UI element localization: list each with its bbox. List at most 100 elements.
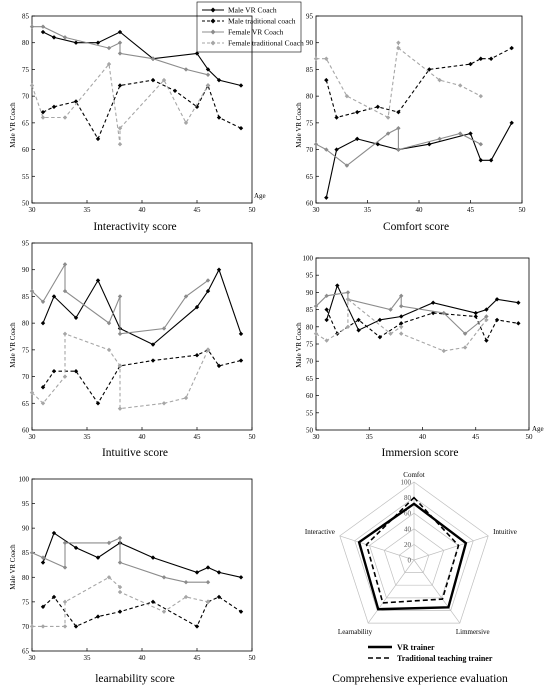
radar-spoke — [413, 559, 461, 624]
series-point — [430, 300, 436, 305]
x-tick-label: 40 — [139, 206, 147, 214]
series-point — [396, 126, 401, 131]
series-point — [238, 126, 244, 131]
series-point — [117, 584, 123, 590]
radar-axis-label: Limmersive — [456, 628, 490, 636]
y-tick-label: 85 — [22, 293, 30, 301]
series-point — [150, 599, 156, 605]
series-line — [42, 31, 242, 87]
series-point — [399, 324, 404, 329]
series-point — [516, 300, 521, 305]
plot-intuitive: 60 65 70 75 80 85 90 95 30 35 40 45 50 — [22, 240, 256, 442]
series-line — [315, 291, 487, 335]
series-point — [117, 406, 123, 411]
chart-learnability: learnability score Male VR Coach — [9, 544, 175, 685]
series-point — [95, 401, 101, 406]
series-line — [42, 79, 242, 141]
series-point — [183, 67, 189, 72]
plot-frame — [315, 15, 523, 204]
y-tick-label: 90 — [22, 525, 30, 533]
y-tick-label: 60 — [306, 392, 314, 400]
series-point — [161, 575, 167, 580]
series-point — [183, 395, 189, 401]
series-point — [399, 314, 404, 319]
series-point — [216, 570, 222, 575]
series-point — [106, 45, 112, 51]
series-point — [40, 604, 46, 609]
series-point — [161, 326, 167, 331]
series-point — [205, 83, 211, 88]
y-tick-label: 75 — [22, 66, 30, 74]
series-point — [40, 320, 46, 326]
x-tick-label: 35 — [84, 206, 92, 214]
series-point — [473, 314, 478, 319]
y-tick-label: 55 — [22, 173, 30, 181]
series-point — [478, 93, 483, 99]
series-point — [238, 358, 244, 363]
y-tick-label: 80 — [306, 93, 314, 101]
series-point — [388, 331, 393, 336]
series-point — [375, 104, 380, 110]
y-tick-label: 65 — [22, 400, 30, 408]
series-point — [334, 115, 339, 120]
series-line — [31, 333, 209, 410]
series-line — [42, 532, 242, 578]
radar-legend-label: VR trainer — [397, 643, 435, 652]
series-point — [399, 321, 404, 326]
radar-grid-ring — [398, 543, 430, 573]
x-tick-label: 45 — [467, 206, 475, 214]
x-tick-label: 30 — [29, 206, 37, 214]
series-point — [516, 321, 521, 326]
chart-title: Intuitive score — [102, 447, 168, 459]
radar-spoke — [367, 559, 415, 624]
series-point — [324, 195, 329, 200]
legend-marker-female-vr — [210, 29, 216, 35]
series-point — [172, 88, 178, 93]
series-point — [377, 317, 383, 323]
series-point — [194, 624, 200, 629]
plot-comfort: 60 65 70 75 80 85 90 95 30 35 40 45 50 — [306, 13, 526, 215]
series-point — [478, 158, 483, 163]
series-point — [356, 317, 361, 323]
series-point — [40, 385, 46, 390]
series-point — [117, 29, 123, 35]
legend-label-female-vr: Female VR Coach — [228, 28, 284, 37]
y-tick-label: 55 — [306, 409, 314, 417]
y-tick-label: 80 — [22, 320, 30, 328]
series-point — [194, 570, 200, 575]
series-point — [437, 77, 442, 83]
series-point — [238, 331, 244, 337]
x-axis-label: Age — [254, 192, 266, 200]
series-point — [29, 288, 35, 294]
series-point — [216, 363, 222, 369]
x-tick-label: 35 — [366, 433, 374, 441]
legend-label-male-traditional: Male traditional coach — [228, 17, 296, 26]
series-point — [106, 347, 112, 353]
radar-series — [357, 502, 468, 611]
series-point — [324, 317, 329, 323]
legend-marker-male-traditional — [210, 18, 216, 24]
series-point — [194, 104, 200, 110]
series-point — [484, 338, 489, 343]
y-tick-label: 95 — [306, 272, 314, 280]
series-point — [488, 56, 494, 61]
radar-axis-label: Interactive — [305, 528, 335, 536]
series-point — [324, 307, 329, 312]
chart-title: Interactivity score — [93, 221, 176, 233]
series-point — [117, 142, 123, 147]
series-point — [51, 294, 57, 299]
series-point — [117, 609, 123, 614]
series-point — [73, 624, 79, 629]
series-point — [194, 304, 200, 310]
plot-learnability: 65 70 75 80 85 90 95 100 30 35 40 45 50 — [19, 476, 257, 663]
series-point — [396, 147, 401, 152]
series-point — [194, 353, 200, 358]
series-point — [437, 136, 442, 142]
series-point — [161, 401, 167, 406]
y-axis-label: Male VR Coach — [9, 102, 17, 148]
series-point — [216, 267, 222, 272]
series-point — [396, 45, 401, 51]
y-tick-label: 85 — [22, 549, 30, 557]
series-point — [345, 297, 351, 302]
chart-immersion: Immersion score Age Male VR Coach — [295, 322, 544, 459]
